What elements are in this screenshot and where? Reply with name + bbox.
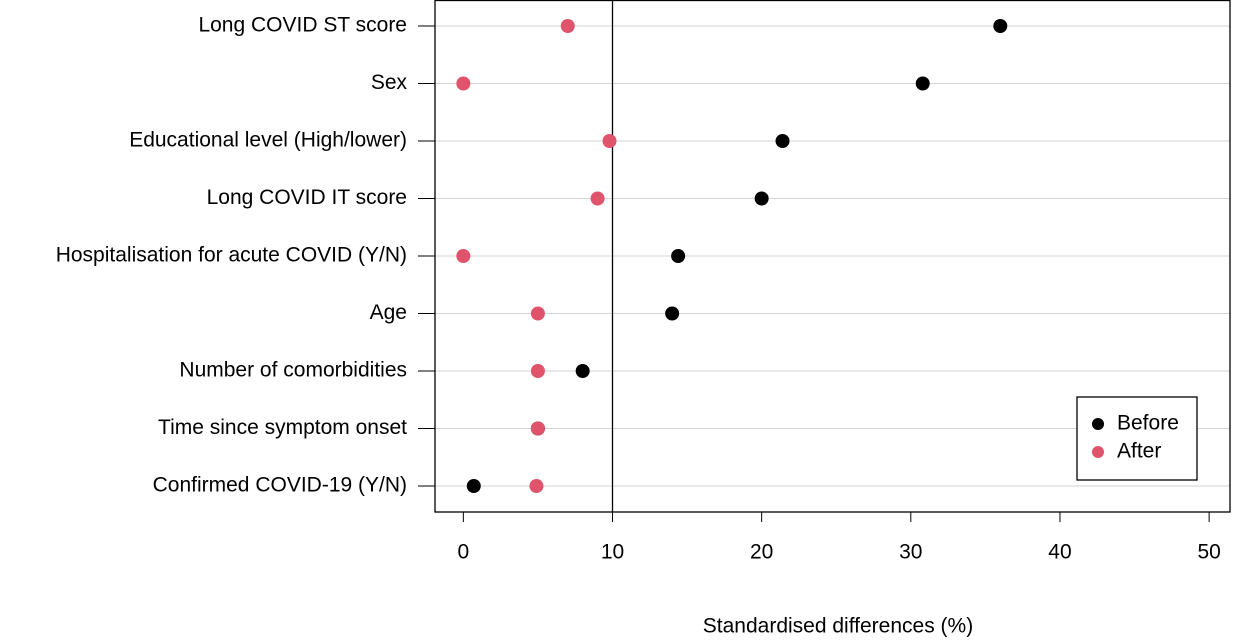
dot <box>575 364 590 378</box>
x-tick-label: 0 <box>457 541 469 564</box>
x-tick-label: 20 <box>750 541 773 564</box>
dot <box>560 19 575 33</box>
dot <box>456 76 471 91</box>
dot <box>530 421 545 436</box>
y-tick-label: Educational level (High/lower) <box>129 129 407 152</box>
plot-frame <box>434 0 1231 513</box>
legend-box <box>1076 396 1198 481</box>
dot <box>602 134 617 148</box>
x-tick-label: 30 <box>899 541 922 564</box>
dot <box>671 249 686 263</box>
legend-marker <box>1092 418 1104 430</box>
y-tick-label: Time since symptom onset <box>158 416 407 439</box>
y-tick-label: Age <box>370 301 407 324</box>
x-tick-label: 50 <box>1197 541 1220 564</box>
legend-marker <box>1092 446 1104 458</box>
legend-label: After <box>1117 440 1161 463</box>
dot <box>775 134 790 148</box>
y-tick-label: Sex <box>371 71 408 94</box>
x-tick-label: 40 <box>1048 541 1071 564</box>
y-tick-label: Long COVID ST score <box>198 14 407 37</box>
dot <box>754 191 769 206</box>
x-tick-label: 10 <box>601 541 624 564</box>
legend-label: Before <box>1117 412 1179 435</box>
y-tick-label: Long COVID IT score <box>207 186 407 209</box>
dot <box>590 191 605 206</box>
dot <box>456 249 471 263</box>
dot <box>529 479 544 493</box>
dot <box>530 306 545 321</box>
y-tick-label: Hospitalisation for acute COVID (Y/N) <box>56 244 407 267</box>
x-axis-label: Standardised differences (%) <box>703 615 973 638</box>
dot <box>466 479 481 493</box>
dot <box>530 364 545 378</box>
y-tick-label: Confirmed COVID-19 (Y/N) <box>153 474 407 497</box>
dot <box>915 76 930 91</box>
dot <box>993 19 1008 33</box>
dot <box>665 306 680 321</box>
y-tick-label: Number of comorbidities <box>179 359 407 382</box>
